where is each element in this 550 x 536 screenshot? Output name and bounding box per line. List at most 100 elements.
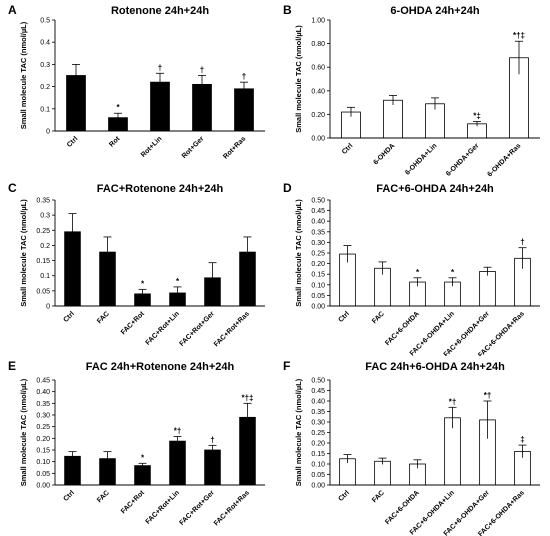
bar bbox=[479, 271, 496, 307]
significance-label: *† bbox=[449, 397, 457, 406]
x-tick-label: FAC+Rot+Lin bbox=[145, 489, 181, 525]
y-tick-label: 0.3 bbox=[40, 62, 50, 69]
y-tick-label: 0.40 bbox=[36, 389, 50, 396]
bar bbox=[204, 449, 221, 486]
x-tick-label: Rot+Lin bbox=[140, 135, 164, 159]
panel-letter: C bbox=[8, 181, 17, 195]
y-axis-label: Small molecule TAC (nmol/µL) bbox=[294, 199, 303, 307]
panel-letter: B bbox=[283, 3, 292, 17]
x-tick-label: FAC bbox=[371, 310, 386, 325]
x-tick-label: FAC+Rot+Ger bbox=[179, 489, 217, 527]
y-tick-label: 0.00 bbox=[36, 483, 50, 490]
y-tick-label: 0.15 bbox=[311, 272, 325, 279]
y-tick-label: 0.60 bbox=[311, 65, 325, 72]
y-tick-label: 0.05 bbox=[36, 471, 50, 478]
bar bbox=[374, 460, 391, 486]
x-tick-label: Rot+Ger bbox=[181, 135, 206, 160]
x-tick-label: FAC+Rot bbox=[120, 489, 146, 515]
x-tick-label: Rot bbox=[108, 135, 122, 149]
y-tick-label: 0.35 bbox=[36, 198, 50, 205]
x-tick-label: FAC+Rot+Lin bbox=[145, 310, 181, 346]
panel-letter: E bbox=[8, 359, 16, 373]
y-tick-label: 0.5 bbox=[40, 18, 50, 25]
y-tick-label: 0.10 bbox=[36, 459, 50, 466]
y-tick-label: 0.3 bbox=[40, 213, 50, 220]
panel-f: F FAC 24h+6-OHDA 24h+24h 0.00 0.05 0.10 0.15 0… bbox=[283, 359, 540, 536]
y-tick-label: 0.15 bbox=[36, 258, 50, 265]
panel-letter: D bbox=[283, 181, 292, 195]
y-tick-label: 0 bbox=[46, 129, 50, 136]
y-axis-label: Small molecule TAC (nmol/µL) bbox=[19, 21, 28, 129]
significance-label: * bbox=[176, 277, 180, 286]
y-tick-label: 0.40 bbox=[311, 219, 325, 226]
y-tick-label: 1.00 bbox=[311, 18, 325, 25]
x-tick-label: 6-OHDA bbox=[372, 142, 396, 166]
significance-label: *†‡ bbox=[513, 31, 525, 40]
y-tick-label: 0.40 bbox=[311, 399, 325, 406]
y-tick-label: 0.05 bbox=[311, 293, 325, 300]
chart-title: 6-OHDA 24h+24h bbox=[390, 5, 479, 17]
y-axis-label: Small molecule TAC (nmol/µL) bbox=[294, 25, 303, 133]
y-tick-label: 0.45 bbox=[311, 388, 325, 395]
y-tick-label: 0.25 bbox=[311, 430, 325, 437]
panel-letter: A bbox=[8, 3, 17, 17]
y-tick-label: 0.10 bbox=[311, 462, 325, 469]
y-tick-label: 0.05 bbox=[311, 472, 325, 479]
significance-label: † bbox=[520, 238, 524, 247]
y-tick-label: 0.20 bbox=[36, 436, 50, 443]
y-tick-label: 0.35 bbox=[311, 229, 325, 236]
x-tick-label: Ctrl bbox=[337, 310, 351, 324]
chart-title: FAC+6-OHDA 24h+24h bbox=[376, 183, 494, 195]
significance-label: *† bbox=[174, 426, 182, 435]
significance-label: *†‡ bbox=[241, 393, 253, 402]
panel-e: E FAC 24h+Rotenone 24h+24h 0.00 0.05 0.10 0.1… bbox=[8, 359, 265, 527]
y-tick-label: 0.1 bbox=[40, 106, 50, 113]
panel-c: C FAC+Rotenone 24h+24h 0 0.05 0.1 0.15 0.2 0.25… bbox=[8, 181, 265, 348]
y-tick-label: 0.80 bbox=[311, 41, 325, 48]
y-tick-label: 0.25 bbox=[36, 424, 50, 431]
y-axis-label: Small molecule TAC (nmol/µL) bbox=[19, 199, 28, 307]
y-tick-label: 0.05 bbox=[36, 288, 50, 295]
y-tick-label: 0.45 bbox=[36, 378, 50, 385]
y-tick-label: 0.35 bbox=[311, 409, 325, 416]
panel-b: B 6-OHDA 24h+24h 0.00 0.20 0.40 0.60 0.80 1.00 S… bbox=[283, 3, 540, 178]
panel-d: D FAC+6-OHDA 24h+24h 0.00 0.05 0.10 0.15 0.20 0… bbox=[283, 181, 540, 356]
y-tick-label: 0.25 bbox=[311, 251, 325, 258]
x-tick-label: FAC+6-OHDA bbox=[384, 310, 421, 347]
y-tick-label: 0.15 bbox=[311, 451, 325, 458]
significance-label: *‡ bbox=[473, 111, 481, 120]
y-tick-label: 0.10 bbox=[311, 282, 325, 289]
y-tick-label: 0.50 bbox=[311, 198, 325, 205]
y-tick-label: 0.2 bbox=[40, 243, 50, 250]
y-tick-label: 0.20 bbox=[311, 112, 325, 119]
significance-label: † bbox=[210, 435, 214, 444]
significance-label: * bbox=[141, 279, 145, 288]
y-tick-label: 0.20 bbox=[311, 261, 325, 268]
y-tick-label: 0.00 bbox=[311, 304, 325, 311]
x-tick-label: Ctrl bbox=[337, 489, 351, 503]
significance-label: † bbox=[242, 72, 246, 81]
x-tick-label: Ctrl bbox=[66, 135, 80, 149]
x-tick-label: FAC bbox=[96, 489, 111, 504]
x-tick-label: FAC bbox=[96, 310, 111, 325]
significance-label: † bbox=[158, 63, 162, 72]
y-tick-label: 0.25 bbox=[36, 228, 50, 235]
x-tick-label: FAC bbox=[371, 489, 386, 504]
significance-label: * bbox=[451, 268, 455, 277]
significance-label: † bbox=[200, 66, 204, 75]
y-tick-label: 0.35 bbox=[36, 401, 50, 408]
x-tick-label: Rot+Ras bbox=[222, 135, 247, 160]
x-tick-label: FAC+Rot+Ger bbox=[179, 310, 217, 348]
y-tick-label: 0.40 bbox=[311, 88, 325, 95]
chart-title: FAC 24h+6-OHDA 24h+24h bbox=[365, 361, 505, 373]
bar bbox=[169, 440, 186, 486]
panel-letter: F bbox=[283, 359, 290, 373]
y-tick-label: 0.4 bbox=[40, 40, 50, 47]
y-tick-label: 0.20 bbox=[311, 441, 325, 448]
y-tick-label: 0.50 bbox=[311, 378, 325, 385]
y-tick-label: 0.00 bbox=[311, 136, 325, 143]
bar bbox=[134, 465, 151, 486]
x-tick-label: 6-OHDA+Lin bbox=[404, 142, 438, 176]
x-tick-label: Ctrl bbox=[62, 310, 76, 324]
